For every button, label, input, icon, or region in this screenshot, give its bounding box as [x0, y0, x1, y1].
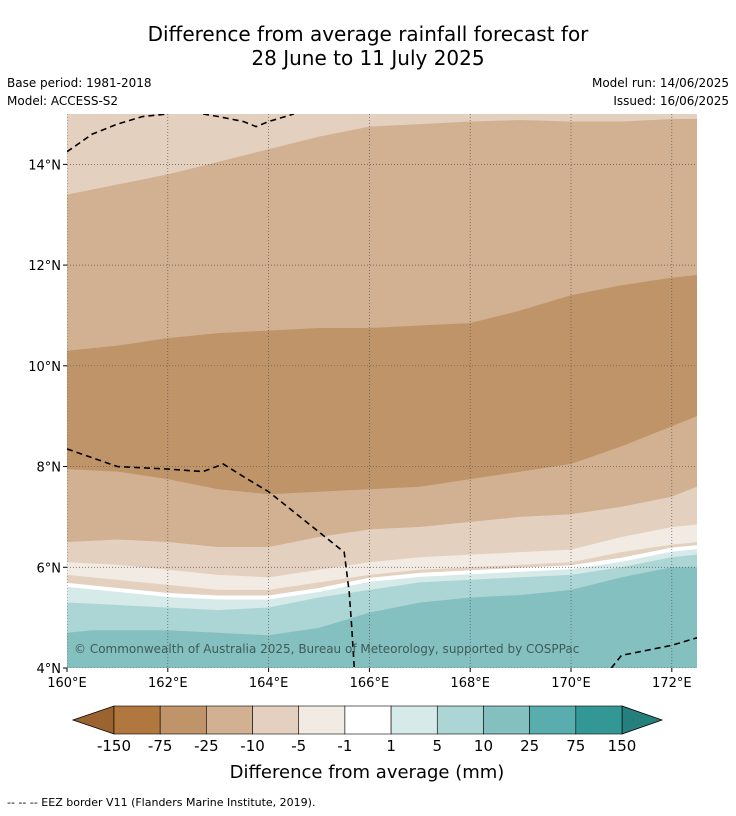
contour-band-2	[67, 275, 697, 495]
zero-contour-line	[67, 545, 697, 600]
x-tick-label-5: 168°E	[450, 676, 490, 691]
x-tick-label-1: 160°E	[47, 676, 87, 691]
y-tick-label-2: 6°N	[37, 561, 62, 576]
colorbar-swatch-11	[575, 705, 623, 735]
y-tick-label-3: 8°N	[37, 461, 62, 476]
title-line-1: Difference from average rainfall forecas…	[147, 22, 589, 46]
map-fill-group	[67, 114, 697, 668]
x-tick-label-4: 166°E	[350, 676, 390, 691]
contour-band-6	[67, 554, 697, 636]
colorbar-tick-label-8: 5	[432, 737, 442, 755]
colorbar-swatch-2	[159, 705, 207, 735]
colorbar-label: Difference from average (mm)	[230, 762, 505, 783]
colorbar-tick-label-4: -10	[240, 737, 265, 755]
model-run: Model run: 14/06/2025	[591, 76, 729, 90]
colorbar-tick-label-1: -150	[97, 737, 131, 755]
colorbar-tick-label-12: 150	[608, 737, 637, 755]
colorbar-extend-low	[71, 705, 115, 735]
colorbar-tick-label-5: -5	[291, 737, 306, 755]
x-tick-label-6: 170°E	[551, 676, 591, 691]
axes: 160°E 162°E 164°E 166°E 168°E 170°E 172°E 4°N 6°…	[28, 158, 691, 691]
model-name: Model: ACCESS-S2	[7, 94, 119, 108]
colorbar-swatch-10	[529, 705, 577, 735]
colorbar-swatch-9	[483, 705, 530, 735]
colorbar-swatch-5	[298, 705, 346, 735]
colorbar-swatch-8	[436, 705, 484, 735]
contour-band-4	[67, 524, 697, 590]
eez-border-1	[67, 114, 168, 153]
colorbar-tick-label-11: 75	[566, 737, 585, 755]
colorbar-tick-label-3: -25	[194, 737, 219, 755]
colorbar-tick-label-2: -75	[148, 737, 173, 755]
meta-left: Base period: 1981-2018 Model: ACCESS-S2	[7, 74, 152, 110]
colorbar-swatch-6	[344, 705, 392, 735]
plot-area	[67, 114, 697, 668]
eez-footer-note: -- -- -- EEZ border V11 (Flanders Marine…	[7, 796, 316, 809]
meta-right: Model run: 14/06/2025 Issued: 16/06/2025	[592, 74, 729, 110]
colorbar-tick-label-10: 25	[520, 737, 539, 755]
x-tick-label-2: 162°E	[148, 676, 188, 691]
eez-border-2	[202, 114, 295, 128]
eez-border-4	[610, 637, 697, 668]
colorbar-tick-label-7: 1	[386, 737, 396, 755]
y-tick-label-6: 14°N	[28, 158, 61, 173]
contour-band-7	[67, 567, 697, 668]
y-tick-label-1: 4°N	[37, 662, 62, 677]
eez-border-3	[67, 448, 356, 668]
issued-date: Issued: 16/06/2025	[613, 94, 729, 108]
colorbar-tick-label-9: 10	[474, 737, 493, 755]
colorbar-swatch-3	[206, 705, 253, 735]
colorbar-extend-high	[621, 705, 664, 735]
colorbar-swatch-4	[252, 705, 300, 735]
base-period: Base period: 1981-2018	[7, 76, 152, 90]
x-tick-label-7: 172°E	[652, 676, 692, 691]
copyright-notice: © Commonwealth of Australia 2025, Bureau…	[74, 642, 579, 656]
y-tick-label-4: 10°N	[28, 360, 61, 375]
title-line-2: 28 June to 11 July 2025	[251, 46, 485, 70]
y-tick-label-5: 12°N	[28, 259, 61, 274]
colorbar-tick-label-6: -1	[337, 737, 352, 755]
contour-band-3	[67, 486, 697, 578]
colorbar-swatch-7	[390, 705, 438, 735]
x-tick-label-3: 164°E	[249, 676, 289, 691]
colorbar-swatch-1	[113, 705, 161, 735]
colorbar: -150 -75 -25 -10 -5 -1 1 5 10 25 75 150	[71, 705, 664, 755]
